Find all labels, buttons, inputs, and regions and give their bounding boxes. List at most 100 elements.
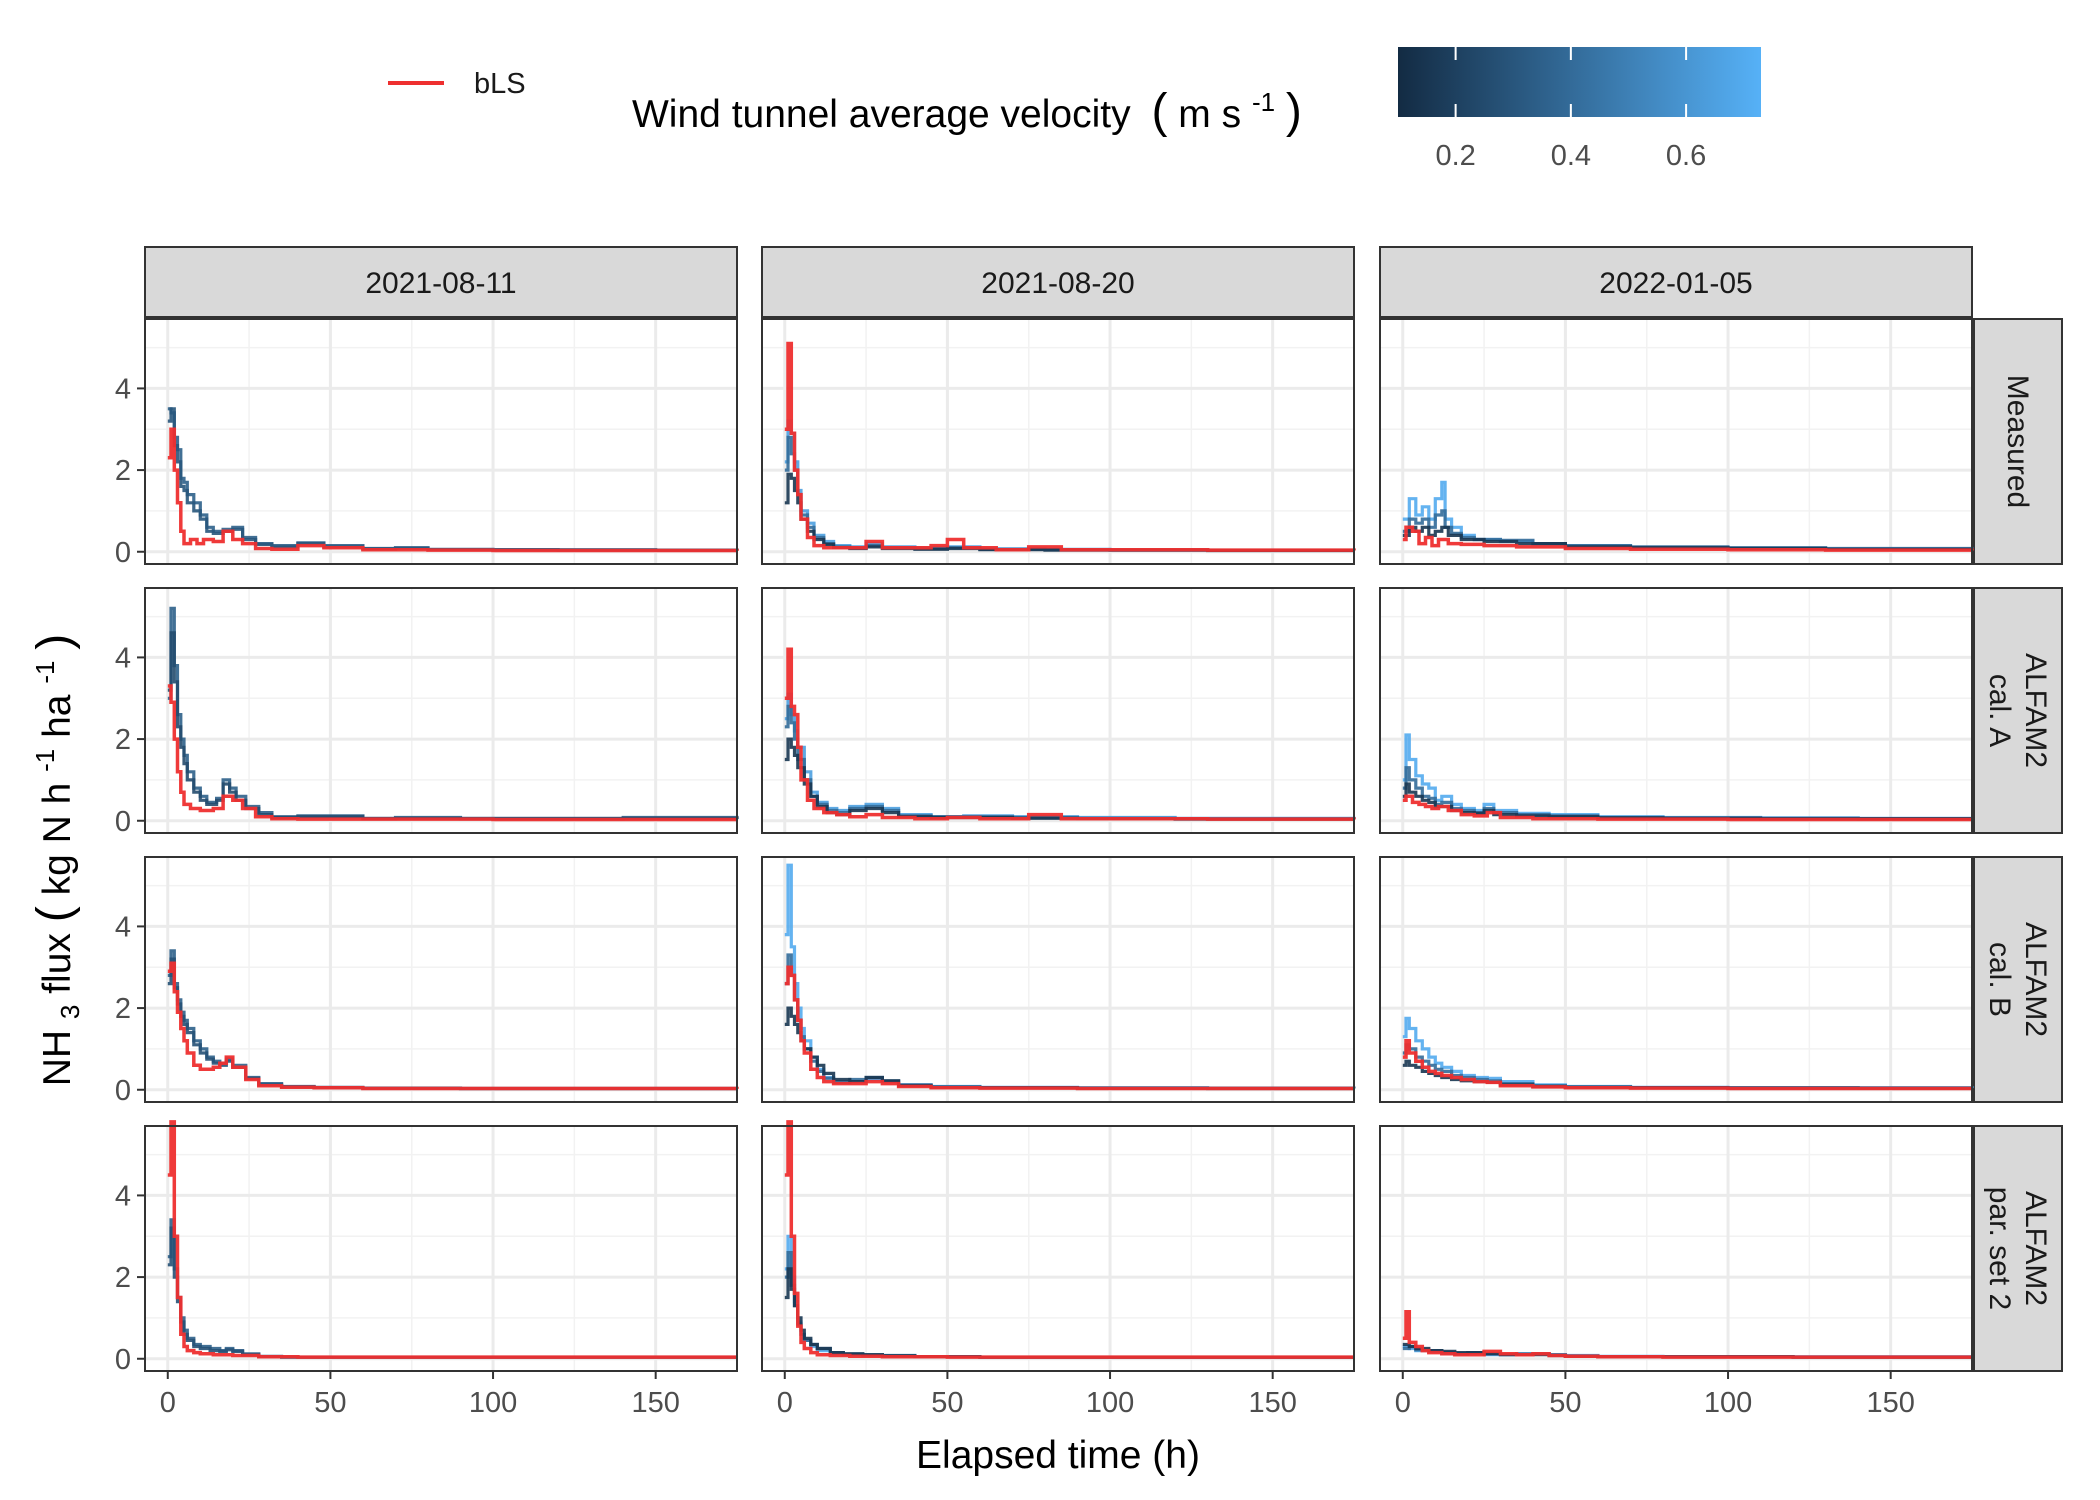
colorbar-tick-label: 0.2 (1435, 140, 1475, 172)
facet-panel: 0 50 100 150 (1379, 1125, 1973, 1419)
panel-grid-lines (1380, 319, 1972, 564)
panel-background (145, 857, 737, 1102)
panel-border (761, 587, 1355, 834)
colorbar-title-paren-open: ( (1151, 85, 1167, 138)
colorbar-legend: Wind tunnel average velocity ( m s -1 ) … (632, 47, 1761, 172)
panel-grid-lines (762, 319, 1354, 564)
colorbar-title-unit-base: m s (1178, 93, 1241, 136)
row-strip: Measured (1973, 318, 2063, 565)
panel-border (1379, 318, 1973, 565)
row-strip-label: Measured (2001, 375, 2034, 508)
panel-background (1380, 857, 1972, 1102)
column-strip-bg (144, 246, 738, 318)
panel-background (145, 319, 737, 564)
legend-bls-label: bLS (474, 68, 526, 100)
panel-border (761, 1125, 1355, 1372)
column-strip-label: 2021-08-20 (981, 267, 1134, 300)
panel-border (144, 1125, 738, 1372)
y-tick-label: 4 (115, 642, 131, 674)
row-strip-label: cal. B (1983, 942, 2016, 1017)
facet-panel: 0 2 4 0 50 100 150 (115, 1120, 738, 1419)
x-tick-label: 150 (1866, 1387, 1914, 1419)
colorbar-title-unit-sup: -1 (1252, 87, 1275, 117)
panel-background (1380, 1126, 1972, 1371)
bls-series-line (167, 427, 739, 553)
panel-grid-lines (145, 1126, 737, 1371)
column-strip-bg (1379, 246, 1973, 318)
y-title-sup1: -1 (30, 749, 60, 772)
bls-series-line (167, 684, 737, 822)
y-title-paren-close: ) (28, 634, 81, 650)
column-strip-bg (761, 246, 1355, 318)
x-tick-label: 50 (314, 1387, 346, 1419)
panel-border (144, 587, 738, 834)
y-title-unit2: ha (36, 694, 79, 738)
panel-grid-lines (1380, 1126, 1972, 1371)
panel-background (145, 588, 737, 833)
facet-panel (761, 856, 1356, 1103)
bls-series-line (784, 341, 1356, 552)
y-title-unit: kg N h (36, 783, 79, 896)
bls-series-line (784, 647, 1356, 821)
panel-grid: 2021-08-11 2021-08-20 2022-01-05 Measured AL… (115, 246, 2063, 1419)
panel-background (1380, 319, 1972, 564)
row-strip-label: cal. A (1983, 674, 2016, 747)
column-strip: 2021-08-11 (144, 246, 738, 318)
facet-panel (761, 587, 1356, 834)
svg-text:NH 3 flux: NH 3 flux ( kg N h -1 ha -1 ) (20, 634, 88, 1087)
panel-grid-lines (1380, 857, 1972, 1102)
panel-background (762, 588, 1354, 833)
panel-border (761, 856, 1355, 1103)
colorbar-gradient (1398, 47, 1761, 117)
y-tick-label: 0 (115, 537, 131, 569)
facet-panel: 0 2 4 (115, 318, 739, 569)
colorbar-tick-label: 0.6 (1666, 140, 1706, 172)
panel-background (145, 1126, 737, 1371)
y-title-prefix: NH (36, 1030, 79, 1086)
bls-series-line (167, 961, 739, 1091)
facet-panel (1379, 318, 1974, 565)
panel-border (144, 318, 738, 565)
facet-panel (761, 318, 1356, 565)
x-tick-label: 0 (160, 1387, 176, 1419)
y-tick-label: 2 (115, 455, 131, 487)
column-strip-label: 2022-01-05 (1599, 267, 1752, 300)
x-tick-label: 50 (1549, 1387, 1581, 1419)
legend-bls-entry: bLS (388, 68, 526, 100)
y-title-middle: flux (36, 922, 79, 994)
facet-panel (1379, 856, 1974, 1103)
y-axis-title: NH 3 flux ( kg N h -1 ha -1 ) (20, 634, 88, 1087)
y-tick-label: 2 (115, 993, 131, 1025)
y-title-paren-open: ( (28, 906, 81, 922)
y-tick-label: 0 (115, 806, 131, 838)
y-title-sub: 3 (55, 1005, 85, 1019)
row-strip-bg (1973, 587, 2063, 834)
colorbar-ticks: 0.2 0.4 0.6 (1435, 47, 1706, 172)
x-axis-title: Elapsed time (h) (916, 1434, 1200, 1477)
y-tick-label: 0 (115, 1344, 131, 1376)
column-strip-label: 2021-08-11 (365, 267, 516, 300)
colorbar-title-paren-close: ) (1286, 85, 1302, 138)
column-strip: 2021-08-20 (761, 246, 1355, 318)
row-strip-label: ALFAM2 (2019, 1191, 2052, 1306)
facet-panel: 0 2 4 (115, 856, 739, 1107)
bls-series-line (784, 965, 1354, 1091)
y-tick-label: 0 (115, 1075, 131, 1107)
panel-border (1379, 1125, 1973, 1372)
y-title-sup2: -1 (30, 661, 60, 684)
panel-border (1379, 587, 1973, 834)
row-strip-bg (1973, 1125, 2063, 1372)
facet-panel (1379, 587, 1973, 834)
bls-series-line (1402, 1310, 1972, 1359)
facet-panel: 0 2 4 (115, 587, 739, 838)
x-tick-label: 100 (1704, 1387, 1752, 1419)
y-tick-label: 2 (115, 724, 131, 756)
bls-series-line (1402, 525, 1974, 552)
y-tick-label: 4 (115, 1180, 131, 1212)
panel-border (1379, 856, 1973, 1103)
row-strip-bg (1973, 856, 2063, 1103)
